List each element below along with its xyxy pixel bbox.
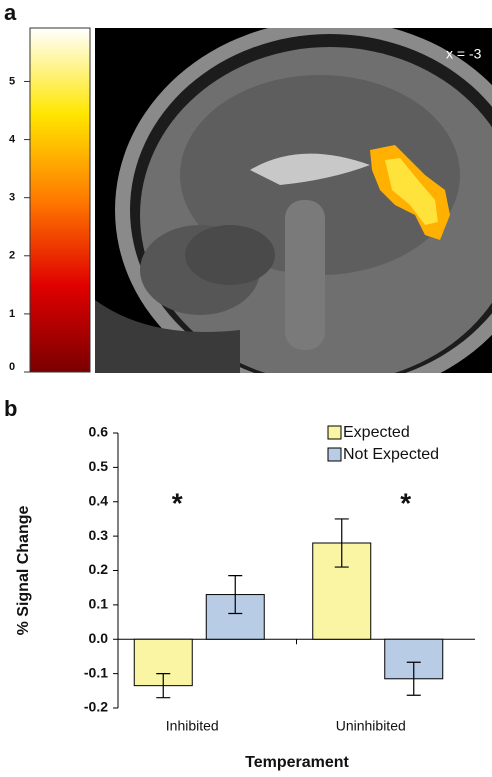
x-axis-label: Temperament: [245, 754, 349, 771]
colorbar-tick-label: 0: [9, 361, 15, 373]
y-tick-label: 0.1: [89, 596, 109, 612]
colorbar: [30, 28, 90, 372]
colorbar-tick-label: 4: [9, 133, 16, 145]
y-tick-label: 0.5: [89, 458, 109, 474]
x-tick-label: Inhibited: [166, 718, 219, 734]
figure: x = -3 a b 0 1 2 3 4 5 0.6 0.5 0.4 0.3 0.2 0.1 0.0 -0…: [0, 0, 492, 777]
y-tick-label: 0.3: [89, 527, 109, 543]
y-tick-label: 0.2: [89, 561, 109, 577]
legend-label: Expected: [343, 424, 410, 441]
colorbar-tick-label: 5: [9, 75, 15, 87]
colorbar-tick-label: 3: [9, 192, 15, 204]
y-tick-label: -0.2: [84, 699, 108, 715]
legend-swatch: [328, 426, 341, 439]
legend-label: Not Expected: [343, 446, 439, 463]
slice-annotation: x = -3: [446, 46, 482, 62]
panel-label: a: [4, 0, 17, 25]
panel-label: b: [4, 396, 17, 421]
colorbar-tick-label: 2: [9, 250, 15, 262]
y-tick-label: -0.1: [84, 664, 108, 680]
significance-marker: *: [400, 487, 411, 518]
y-tick-label: 0.6: [89, 424, 109, 440]
brain-image: [95, 20, 492, 400]
legend-swatch: [328, 448, 341, 461]
y-tick-label: 0.4: [89, 492, 109, 508]
significance-marker: *: [172, 487, 183, 518]
x-tick-label: Uninhibited: [336, 718, 406, 734]
colorbar-tick-label: 1: [9, 308, 15, 320]
y-tick-label: 0.0: [89, 630, 109, 646]
y-axis-label: % Signal Change: [15, 506, 32, 636]
